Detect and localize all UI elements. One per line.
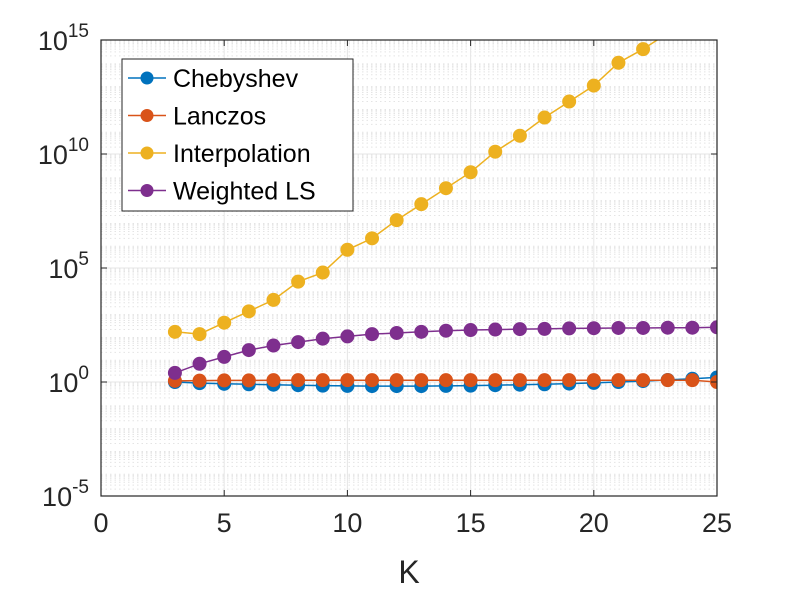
x-axis-label: K xyxy=(398,554,419,590)
data-point xyxy=(266,373,281,388)
data-point xyxy=(463,323,478,338)
data-point xyxy=(291,335,306,350)
data-point xyxy=(291,274,306,289)
x-tick-label: 25 xyxy=(702,508,732,538)
data-point xyxy=(660,373,675,388)
ticks-layer xyxy=(100,39,718,497)
data-point xyxy=(562,321,577,336)
legend-item-chebyshev: Chebyshev xyxy=(128,65,299,93)
data-point xyxy=(438,181,453,196)
series-interpolation xyxy=(167,40,670,342)
data-point xyxy=(365,231,380,246)
legend-label: Lanczos xyxy=(173,103,266,131)
data-point xyxy=(315,373,330,388)
data-point xyxy=(488,322,503,337)
legend-marker xyxy=(140,71,154,85)
legend-item-interpolation: Interpolation xyxy=(128,140,311,168)
y-tick-label: 100 xyxy=(48,363,89,398)
y-tick-label: 105 xyxy=(48,249,89,284)
data-point xyxy=(636,42,651,57)
data-point xyxy=(537,110,552,125)
data-point xyxy=(241,343,256,358)
data-point xyxy=(241,373,256,388)
x-tick-labels: 0 5 10 15 20 25 xyxy=(93,508,732,538)
data-point xyxy=(340,373,355,388)
data-point xyxy=(365,327,380,342)
data-point xyxy=(710,320,717,335)
data-point xyxy=(266,292,281,307)
data-point xyxy=(611,55,626,70)
data-point xyxy=(389,325,404,340)
data-point xyxy=(192,327,207,342)
data-point xyxy=(389,373,404,388)
x-tick-label: 20 xyxy=(579,508,609,538)
data-point xyxy=(463,373,478,388)
data-point xyxy=(389,213,404,228)
data-point xyxy=(340,329,355,344)
data-point xyxy=(660,320,675,335)
grid-layer xyxy=(100,39,718,497)
data-point xyxy=(167,324,182,339)
data-point xyxy=(586,373,601,388)
data-point xyxy=(562,94,577,109)
data-point xyxy=(438,373,453,388)
series-weighted-ls xyxy=(167,320,717,380)
data-point xyxy=(512,373,527,388)
data-point xyxy=(562,373,577,388)
x-tick-label: 15 xyxy=(456,508,486,538)
data-point xyxy=(685,373,700,388)
y-tick-labels: 10-5 100 105 1010 1015 xyxy=(38,21,89,512)
y-tick-label: 1010 xyxy=(38,135,89,170)
x-tick-label: 5 xyxy=(217,508,232,538)
data-point xyxy=(488,373,503,388)
data-point xyxy=(636,373,651,388)
legend-marker xyxy=(140,184,154,197)
series-lanczos xyxy=(167,373,717,389)
data-point xyxy=(586,321,601,336)
data-point xyxy=(512,322,527,337)
data-point xyxy=(217,315,232,330)
y-tick-label: 1015 xyxy=(38,21,89,56)
data-point xyxy=(315,265,330,280)
legend-item-weighted-ls: Weighted LS xyxy=(128,178,316,206)
data-point xyxy=(586,78,601,93)
data-point xyxy=(414,373,429,388)
data-point xyxy=(167,365,182,380)
data-point xyxy=(192,373,207,388)
legend-box xyxy=(121,58,354,212)
data-point xyxy=(192,356,207,371)
data-point xyxy=(537,373,552,388)
data-point xyxy=(512,128,527,143)
legend-label: Interpolation xyxy=(173,140,311,168)
x-tick-label: 0 xyxy=(93,508,108,538)
legend-item-lanczos: Lanczos xyxy=(128,103,266,131)
x-tick-label: 10 xyxy=(332,508,362,538)
data-point xyxy=(414,197,429,212)
data-point xyxy=(365,373,380,388)
data-point xyxy=(488,144,503,159)
data-point xyxy=(611,373,626,388)
data-point xyxy=(611,320,626,335)
data-point xyxy=(241,304,256,319)
data-point xyxy=(438,323,453,338)
legend-label: Weighted LS xyxy=(173,178,316,206)
data-point xyxy=(636,320,651,335)
series-layer xyxy=(167,40,717,394)
y-tick-label: 10-5 xyxy=(42,477,89,512)
data-point xyxy=(266,338,281,353)
data-point xyxy=(340,242,355,257)
legend-marker xyxy=(140,146,154,160)
legend: Chebyshev Lanczos Interpolation Weighted LS xyxy=(121,58,354,212)
data-point xyxy=(537,321,552,336)
data-point xyxy=(463,165,478,180)
data-point xyxy=(315,331,330,346)
data-point xyxy=(685,320,700,335)
data-point xyxy=(217,373,232,388)
legend-label: Chebyshev xyxy=(173,65,299,93)
data-point xyxy=(291,373,306,388)
legend-marker xyxy=(140,109,154,122)
data-point xyxy=(414,324,429,339)
data-point xyxy=(217,349,232,364)
